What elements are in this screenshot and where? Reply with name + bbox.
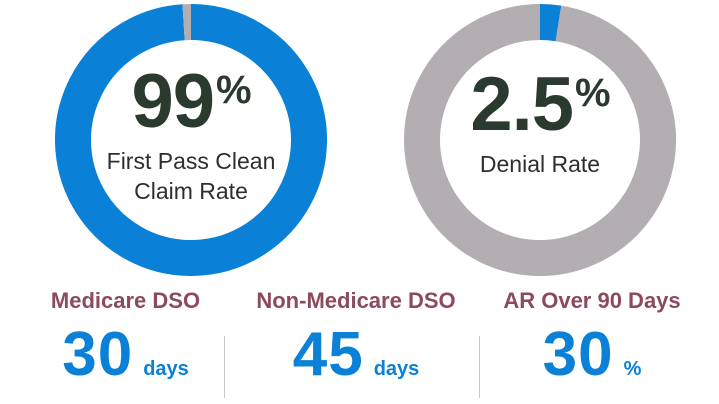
divider [479,336,480,398]
stat-value: 30% [487,324,697,386]
donut-ring-denial-rate [404,4,676,276]
stat-title: Medicare DSO [50,288,201,313]
donut-ring-clean-claim [55,4,327,276]
stat-number: 30 [542,320,614,389]
donut-center-clean-claim: 99% First Pass Clean Claim Rate [55,4,327,276]
denial-rate-number: 2.5 [470,62,574,147]
denial-rate-value: 2.5% [470,67,611,143]
stat-ar-over-90-days: AR Over 90 Days 30% [487,288,697,386]
donut-slice-value [55,4,327,276]
stat-non-medicare-dso: Non-Medicare DSO 45 days [236,288,476,386]
donut-chart-clean-claim: 99% First Pass Clean Claim Rate [55,4,327,276]
stat-value: 45 days [236,324,476,386]
stat-unit: % [623,358,642,380]
stat-title: Non-Medicare DSO [256,288,456,313]
donut-slice-remainder [404,4,676,276]
donut-slice-value [539,4,562,42]
clean-claim-number: 99 [131,59,215,144]
denial-rate-unit: % [575,71,611,115]
stat-unit: days [143,358,189,380]
clean-claim-label-line-2: Claim Rate [134,178,248,204]
donut-center-denial-rate: 2.5% Denial Rate [404,4,676,276]
stats-row: Medicare DSO 30 days Non-Medicare DSO 45 d… [0,288,719,404]
clean-claim-label-line-1: First Pass Clean [106,148,276,174]
divider [224,336,225,398]
stat-unit: days [373,358,420,380]
denial-rate-label: Denial Rate [480,149,600,179]
donut-chart-denial-rate: 2.5% Denial Rate [404,4,676,276]
clean-claim-value: 99% [131,64,252,140]
stat-value: 30 days [28,324,223,386]
stat-number: 45 [292,320,364,389]
stat-title: AR Over 90 Days [503,288,681,313]
denial-rate-label-line-1: Denial Rate [479,151,601,177]
stat-medicare-dso: Medicare DSO 30 days [28,288,223,386]
stat-number: 30 [62,320,134,389]
clean-claim-unit: % [215,68,252,112]
clean-claim-label: First Pass Clean Claim Rate [107,146,276,206]
